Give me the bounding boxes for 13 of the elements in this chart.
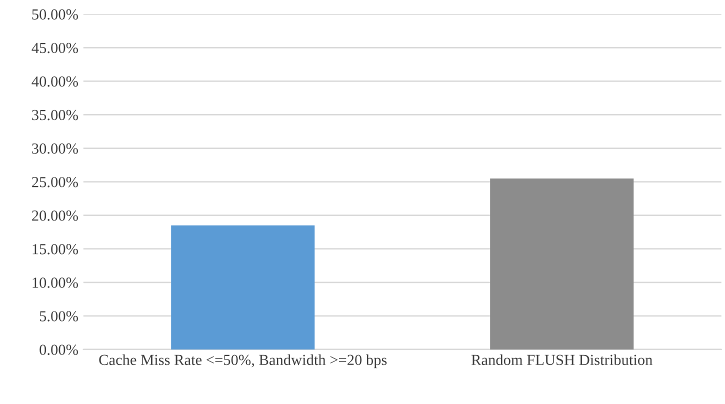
y-tick-label: 20.00% <box>32 210 78 221</box>
y-tick-label: 25.00% <box>32 176 78 188</box>
y-tick-label: 45.00% <box>32 42 78 54</box>
x-tick-label: Random FLUSH Distribution <box>471 354 652 366</box>
y-tick-label: 30.00% <box>32 143 78 154</box>
y-tick-label: 40.00% <box>32 76 78 87</box>
x-tick-label: Cache Miss Rate <=50%, Bandwidth >=20 bps <box>99 354 387 368</box>
y-tick-label: 10.00% <box>32 278 78 288</box>
y-tick-label: 0.00% <box>40 344 78 355</box>
y-tick-label: 50.00% <box>32 9 78 20</box>
y-tick-label: 15.00% <box>32 244 78 254</box>
y-tick-label: 35.00% <box>32 110 78 120</box>
y-tick-label: 5.00% <box>40 311 78 322</box>
